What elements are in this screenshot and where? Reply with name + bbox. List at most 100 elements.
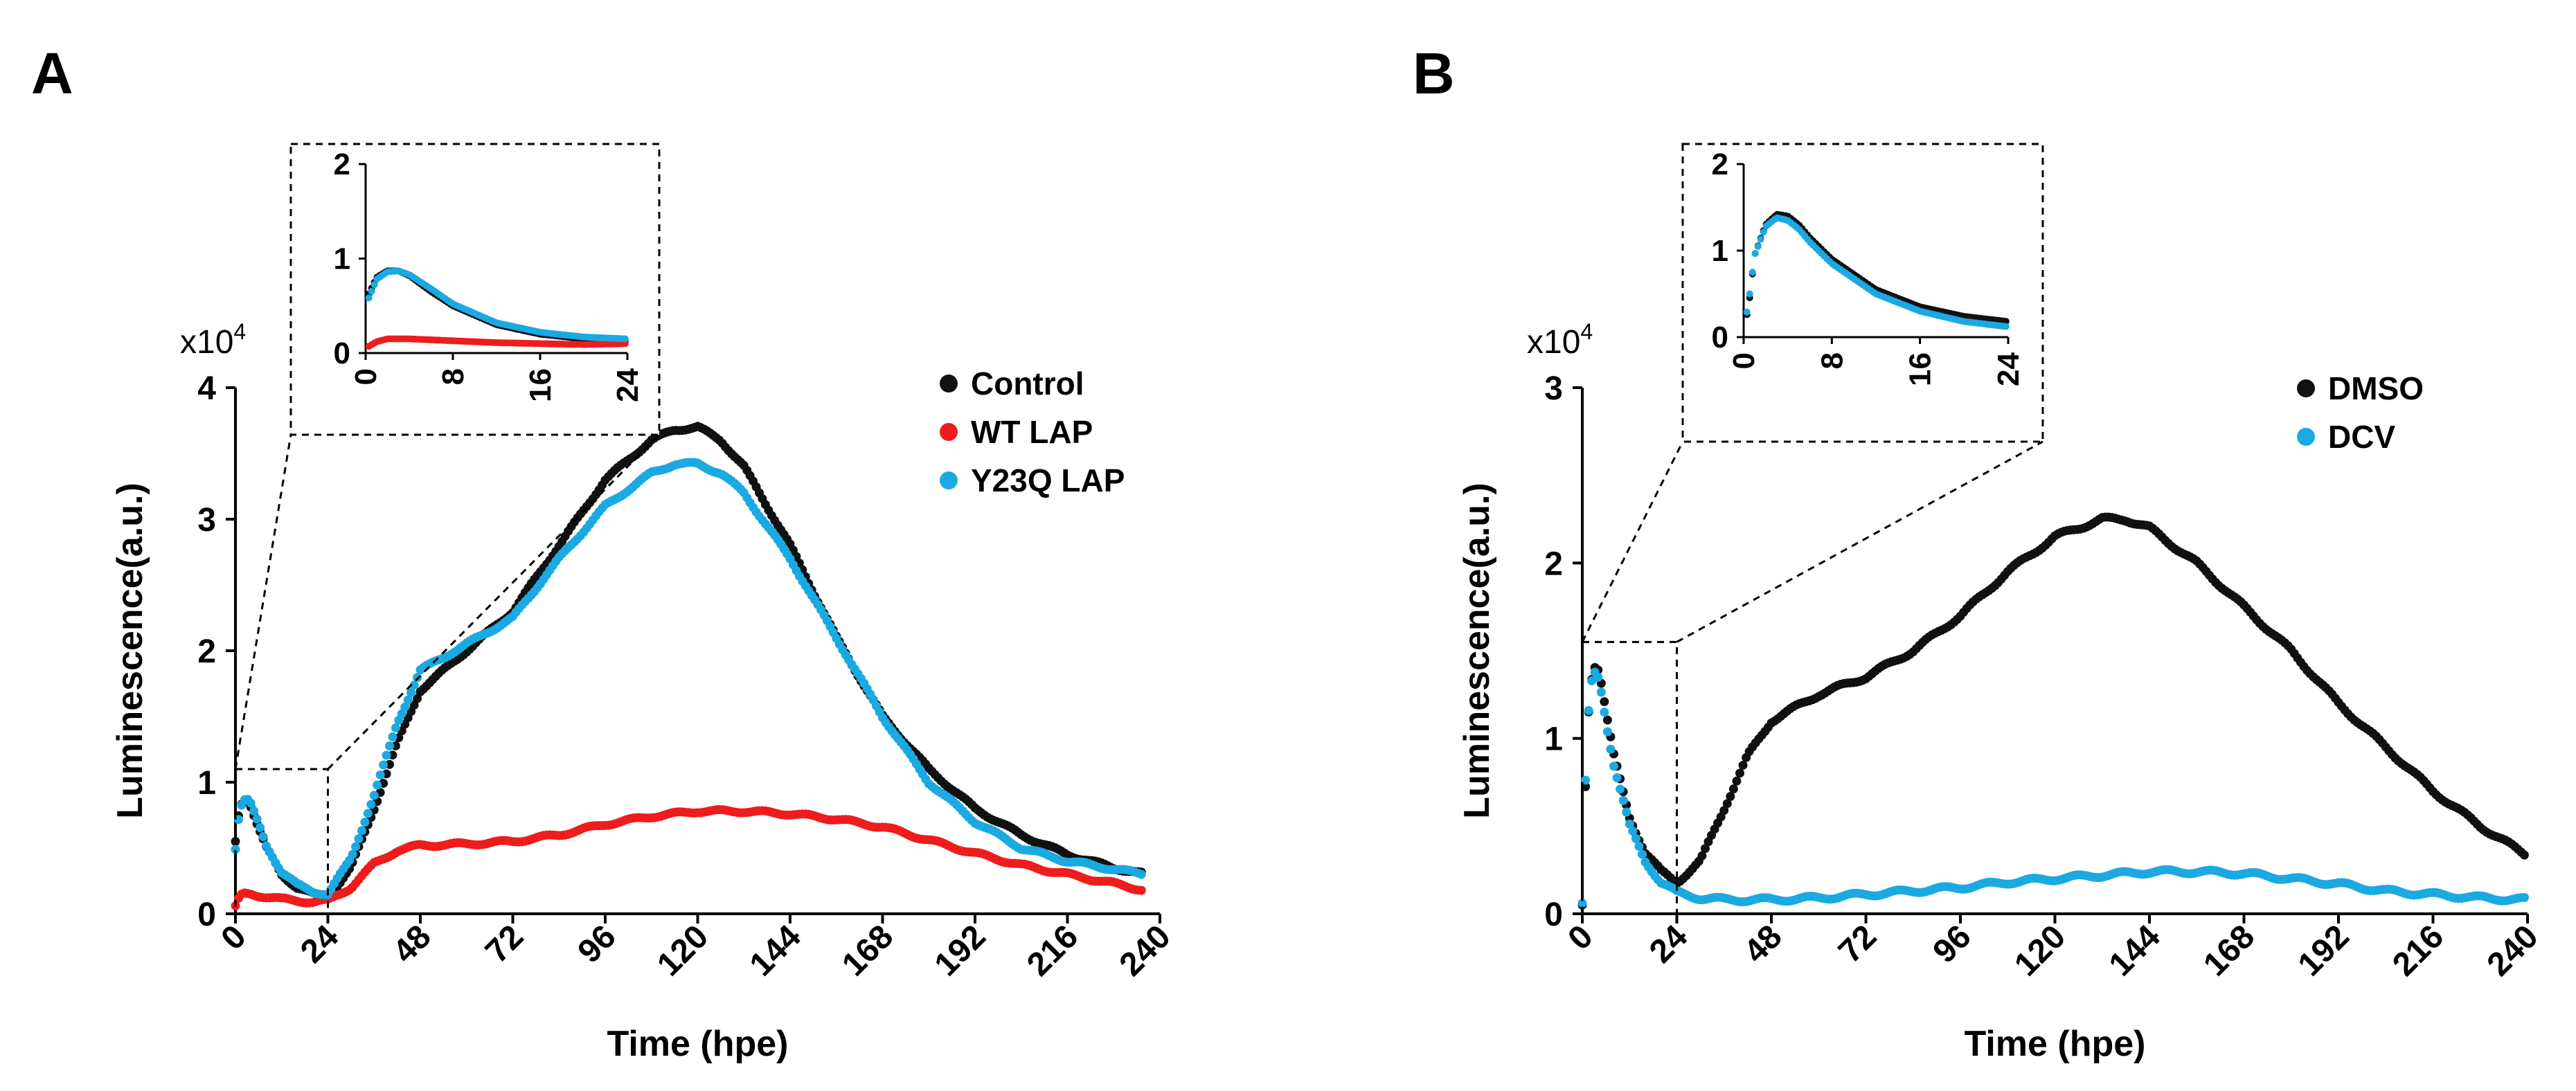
zoom-connector-line	[1581, 441, 1684, 643]
data-point	[1735, 768, 1744, 778]
data-point	[1602, 715, 1612, 725]
data-point	[1136, 885, 1146, 895]
data-point	[1609, 761, 1618, 771]
x-tick-label: 216	[2386, 918, 2451, 983]
y-multiplier-label: x104	[180, 319, 246, 361]
inset-frame	[1681, 143, 2044, 443]
legend-label: DMSO	[2328, 370, 2424, 406]
series-dcv	[1577, 667, 2529, 908]
x-tick-label: 144	[743, 918, 808, 983]
legend-marker	[2297, 379, 2315, 397]
data-point	[1612, 773, 1622, 782]
panel-label: A	[31, 41, 73, 106]
data-point	[1628, 827, 1638, 836]
data-point	[351, 842, 361, 851]
data-point	[1602, 727, 1612, 737]
x-tick-label: 192	[2291, 918, 2356, 983]
x-axis-title: Time (hpe)	[607, 1024, 789, 1064]
inset-x-tick-label: 16	[1904, 352, 1938, 386]
data-point	[246, 798, 256, 808]
y-tick-label: 3	[197, 502, 216, 539]
data-point	[391, 723, 400, 732]
x-tick-label: 24	[294, 918, 346, 970]
data-point	[1728, 784, 1738, 794]
inset-x-tick-label: 8	[1815, 352, 1849, 369]
y-tick-label: 0	[1544, 896, 1563, 933]
data-point	[2519, 893, 2529, 903]
zoom-connector-line	[234, 434, 292, 770]
x-tick-label: 168	[2197, 918, 2262, 983]
inset-data-point	[1760, 228, 1767, 236]
x-tick-label: 240	[1113, 918, 1178, 983]
y-multiplier-exponent: 4	[1580, 319, 1593, 344]
data-point	[231, 845, 240, 854]
y-axis-title: Luminescence(a.u.)	[1457, 483, 1497, 818]
data-point	[348, 849, 357, 859]
legend-label: WT LAP	[971, 414, 1093, 450]
inset-series-wt-lap	[365, 335, 629, 350]
inset-data-point	[1743, 308, 1751, 316]
inset-x-tick-label: 8	[436, 368, 470, 385]
data-point	[2519, 850, 2529, 860]
data-point	[379, 760, 388, 770]
legend-label: DCV	[2328, 419, 2395, 455]
data-point	[397, 709, 406, 719]
data-point	[1136, 869, 1146, 879]
data-point	[1697, 851, 1707, 860]
y-tick-label: 4	[197, 370, 216, 407]
data-point	[1637, 849, 1647, 859]
x-tick-label: 0	[214, 918, 253, 957]
data-point	[406, 688, 416, 698]
inset-data-point	[365, 294, 373, 302]
inset-x-tick-label: 24	[611, 368, 645, 402]
x-tick-label: 48	[1737, 918, 1789, 970]
data-point	[1700, 844, 1710, 854]
data-point	[1622, 807, 1631, 817]
legend-marker	[940, 471, 958, 489]
x-tick-label: 120	[2007, 918, 2073, 983]
data-point	[409, 680, 419, 690]
x-tick-label: 48	[386, 918, 438, 970]
data-point	[1616, 784, 1625, 794]
zoom-connector-line	[327, 433, 661, 770]
data-point	[1719, 806, 1729, 815]
zoom-connector-line	[1676, 440, 2043, 643]
data-point	[354, 834, 364, 844]
y-tick-label: 2	[1544, 546, 1563, 582]
zoom-region-box	[1581, 640, 1678, 915]
y-axis-title: Luminescence(a.u.)	[110, 483, 150, 818]
inset-series-y23q-lap	[365, 267, 629, 343]
data-point	[1596, 687, 1606, 697]
data-point	[375, 770, 385, 779]
inset-data-point	[1746, 290, 1753, 298]
x-tick-label: 72	[1832, 918, 1884, 970]
data-point	[1600, 707, 1609, 717]
y-tick-label: 1	[197, 765, 216, 802]
zoom-region-box	[234, 768, 329, 915]
data-point	[1600, 697, 1609, 707]
legend-marker	[940, 375, 958, 393]
data-point	[1634, 842, 1644, 851]
inset-data-point	[1757, 235, 1764, 243]
data-point	[1577, 899, 1587, 908]
series-y23q-lap	[231, 458, 1146, 899]
y-tick-label: 0	[197, 896, 216, 933]
data-point	[256, 822, 265, 832]
legend-marker	[2297, 428, 2315, 446]
inset-data-point	[370, 281, 378, 289]
data-point	[1732, 776, 1742, 786]
legend-marker	[940, 423, 958, 441]
data-point	[258, 832, 268, 842]
data-point	[1606, 744, 1616, 754]
x-tick-label: 96	[1926, 918, 1978, 970]
legend-label: Y23Q LAP	[971, 462, 1125, 498]
data-point	[385, 741, 394, 751]
data-point	[363, 809, 373, 818]
x-tick-label: 120	[650, 918, 715, 983]
data-point	[1618, 795, 1628, 805]
data-point	[382, 750, 391, 760]
x-tick-label: 144	[2102, 918, 2167, 983]
series-dmso	[1577, 512, 2529, 910]
x-tick-label: 72	[478, 918, 530, 970]
